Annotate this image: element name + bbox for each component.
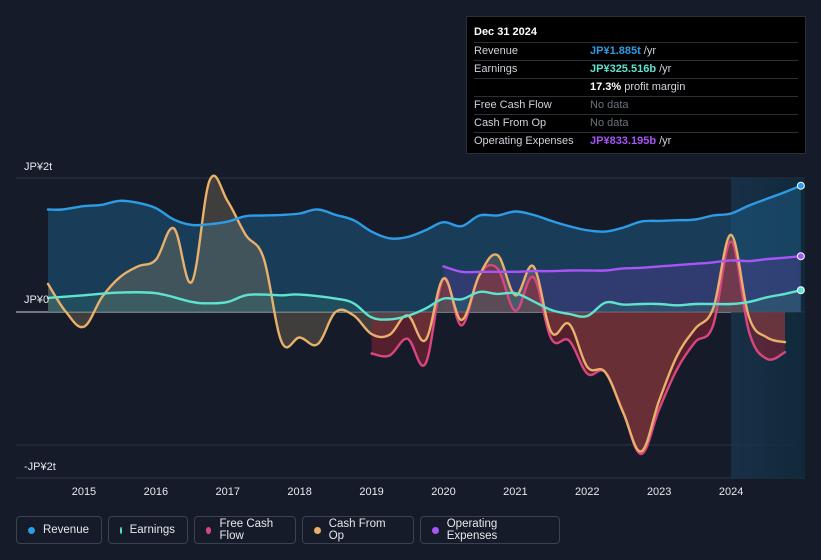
tooltip-date: Dec 31 2024 <box>474 23 798 43</box>
operating-expenses-end-marker <box>796 252 805 261</box>
tooltip-row-fcf: Free Cash Flow No data <box>474 97 798 115</box>
tooltip-row-margin: 17.3% profit margin <box>474 79 798 97</box>
tooltip-label: Revenue <box>474 45 519 57</box>
chart: JP¥2t JP¥0 -JP¥2t 2015 2016 2017 2018 2019 2020 2… <box>16 161 805 498</box>
tooltip-unit: /yr <box>659 135 672 147</box>
tooltip-value: JP¥325.516b <box>590 63 657 75</box>
tooltip-unit: profit margin <box>624 81 686 93</box>
y-axis-label: JP¥0 <box>24 294 49 306</box>
tooltip-value: JP¥1.885t <box>590 45 641 57</box>
legend-dot-icon <box>28 526 35 534</box>
x-tick-label: 2024 <box>719 486 743 498</box>
tooltip-label <box>474 79 590 96</box>
tooltip-row-cfo: Cash From Op No data <box>474 115 798 133</box>
tooltip-row-revenue: Revenue JP¥1.885t /yr <box>474 43 798 61</box>
revenue-line <box>46 184 802 240</box>
revenue-area <box>48 185 801 312</box>
legend-dot-icon <box>206 526 212 534</box>
x-tick-label: 2021 <box>503 486 527 498</box>
tooltip-value: No data <box>590 117 629 129</box>
legend-item-revenue[interactable]: Revenue <box>16 516 102 544</box>
tooltip-value: 17.3% <box>590 81 622 93</box>
tooltip-value: JP¥833.195b <box>590 135 657 147</box>
tooltip-label: Cash From Op <box>474 117 547 129</box>
legend-label: Revenue <box>42 524 89 536</box>
earnings-end-marker <box>796 286 805 295</box>
tooltip-value: No data <box>590 99 629 111</box>
legend-dot-icon <box>432 526 439 534</box>
x-tick-label: 2016 <box>144 486 168 498</box>
legend-item-operating-expenses[interactable]: Operating Expenses <box>420 516 560 544</box>
x-tick-label: 2017 <box>216 486 240 498</box>
x-tick-label: 2019 <box>359 486 383 498</box>
y-axis-label: -JP¥2t <box>24 461 56 473</box>
legend: Revenue Earnings Free Cash Flow Cash Fro… <box>16 516 560 544</box>
revenue-end-marker <box>796 181 805 190</box>
cash-from-op-line <box>46 174 787 453</box>
operating-expenses-line <box>442 255 802 274</box>
x-tick-label: 2023 <box>647 486 671 498</box>
tooltip-label: Free Cash Flow <box>474 99 552 111</box>
legend-label: Earnings <box>129 524 175 536</box>
tooltip-label: Earnings <box>474 63 518 75</box>
x-tick-label: 2018 <box>287 486 311 498</box>
legend-item-earnings[interactable]: Earnings <box>108 516 188 544</box>
tooltip-label: Operating Expenses <box>474 135 574 147</box>
x-tick-label: 2020 <box>431 486 455 498</box>
legend-dot-icon <box>120 526 122 534</box>
tooltip-row-earnings: Earnings JP¥325.516b /yr <box>474 61 798 79</box>
tooltip-unit: /yr <box>659 63 672 75</box>
legend-label: Free Cash Flow <box>219 518 274 542</box>
x-tick-label: 2015 <box>72 486 96 498</box>
tooltip-row-opex: Operating Expenses JP¥833.195b /yr <box>474 133 798 150</box>
legend-item-free-cash-flow[interactable]: Free Cash Flow <box>194 516 296 544</box>
x-tick-label: 2022 <box>575 486 599 498</box>
tooltip-panel: Dec 31 2024 Revenue JP¥1.885t /yr Earnin… <box>466 16 806 154</box>
legend-dot-icon <box>314 526 321 534</box>
legend-label: Cash From Op <box>328 518 386 542</box>
earnings-line <box>46 289 802 321</box>
legend-item-cash-from-op[interactable]: Cash From Op <box>302 516 414 544</box>
legend-label: Operating Expenses <box>446 518 498 542</box>
y-axis-label: JP¥2t <box>24 161 52 173</box>
tooltip-unit: /yr <box>643 45 656 57</box>
